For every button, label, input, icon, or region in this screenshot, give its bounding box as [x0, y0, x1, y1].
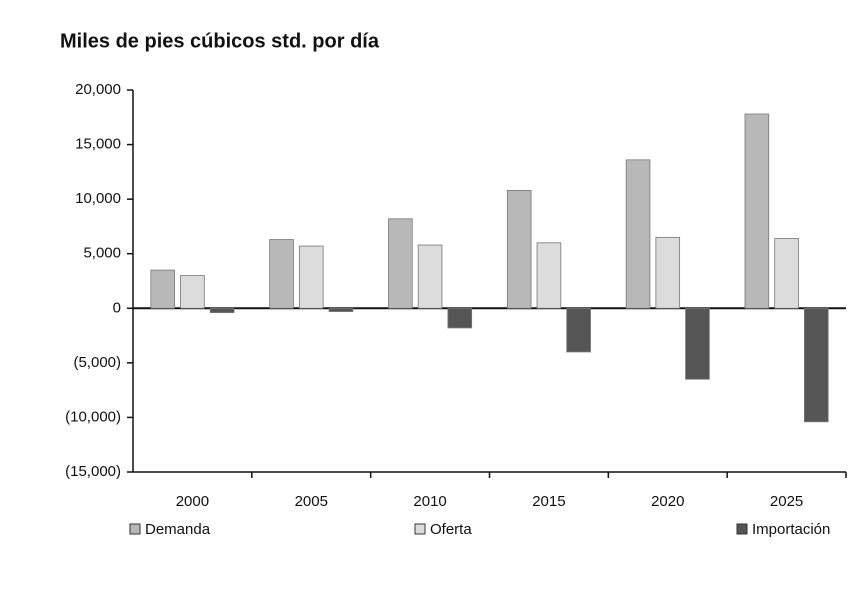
chart-title: Miles de pies cúbicos std. por día — [60, 30, 380, 52]
y-tick-label: (10,000) — [65, 408, 121, 425]
bar — [298, 245, 324, 309]
bar — [566, 307, 591, 353]
bar — [180, 275, 205, 309]
y-tick-label: (15,000) — [65, 463, 121, 480]
bar — [625, 159, 651, 309]
bar — [744, 113, 770, 309]
y-tick-label: 5,000 — [83, 245, 121, 262]
x-tick-label: 2000 — [176, 493, 209, 510]
legend-swatch — [736, 523, 748, 535]
bar — [506, 190, 532, 309]
legend-swatch — [414, 523, 426, 535]
x-tick-label: 2005 — [295, 493, 328, 510]
bar — [447, 307, 473, 329]
bar — [655, 236, 681, 309]
x-tick-label: 2025 — [770, 493, 803, 510]
legend-label: Demanda — [145, 521, 211, 538]
x-tick-label: 2015 — [532, 493, 565, 510]
bar — [209, 307, 235, 314]
bar — [685, 307, 710, 380]
bar — [388, 218, 413, 309]
y-tick-label: (5,000) — [73, 354, 121, 371]
x-tick-label: 2020 — [651, 493, 684, 510]
x-tick-label: 2010 — [413, 493, 446, 510]
bar — [328, 307, 354, 312]
legend-swatch — [129, 523, 141, 535]
bar — [269, 239, 294, 309]
bar — [417, 244, 443, 309]
y-tick-label: 20,000 — [75, 81, 121, 98]
bar — [536, 242, 562, 309]
legend-label: Oferta — [430, 521, 472, 538]
legend-label: Importación — [752, 521, 830, 538]
y-tick-label: 10,000 — [75, 190, 121, 207]
bar — [150, 269, 175, 309]
y-tick-label: 15,000 — [75, 136, 121, 153]
y-tick-label: 0 — [113, 299, 121, 316]
bar — [774, 238, 799, 309]
bar — [804, 307, 829, 423]
